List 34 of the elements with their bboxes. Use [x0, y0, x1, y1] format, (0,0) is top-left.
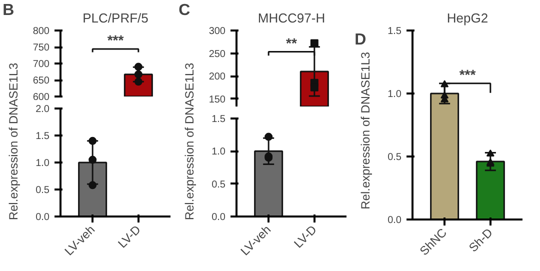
y-tick-label: 1.5 — [388, 26, 402, 37]
y-tick-label: 150 — [208, 94, 226, 106]
chart-title: MHCC97-H — [258, 10, 326, 26]
y-tick-label: 0.5 — [212, 179, 226, 190]
y-tick-label: 0.5 — [36, 185, 50, 196]
y-tick-label: 0.5 — [388, 152, 402, 163]
y-axis-title: Rel.expression of DNASE1L3 — [6, 62, 20, 220]
y-tick-label: 1.0 — [36, 158, 50, 169]
y-tick-label: 1.0 — [388, 89, 402, 100]
y-tick-label: 600 — [32, 92, 50, 103]
annotation: *** — [107, 32, 124, 48]
annotation: *** — [459, 66, 476, 82]
y-tick-label: 250 — [208, 48, 226, 60]
chart-title: HepG2 — [446, 10, 488, 26]
y-tick-label: 300 — [208, 26, 226, 37]
y-axis-title: Rel.expression of DNASE1L3 — [358, 52, 372, 210]
text: B — [2, 2, 14, 19]
y-tick-label: 700 — [32, 59, 50, 70]
y-tick-label: 0.0 — [388, 215, 402, 226]
y-tick-label: 1.0 — [212, 146, 226, 158]
text: D — [354, 31, 366, 48]
chart-title: PLC/PRF/5 — [82, 10, 148, 26]
y-tick-label: 750 — [32, 42, 50, 54]
y-axis-title: Rel.expression of DNASE1L3 — [182, 62, 196, 220]
y-tick-label: 0.0 — [36, 212, 50, 223]
text: C — [178, 2, 191, 19]
y-tick-label: 2.0 — [36, 104, 50, 115]
y-tick-label: 200 — [208, 72, 226, 83]
y-tick-label: 0.0 — [212, 212, 226, 223]
y-tick-label: 1.5 — [212, 114, 226, 125]
y-tick-label: 800 — [32, 26, 50, 37]
y-tick-label: 1.5 — [36, 131, 50, 142]
annotation: ** — [286, 34, 298, 51]
y-tick-label: 650 — [32, 76, 50, 86]
